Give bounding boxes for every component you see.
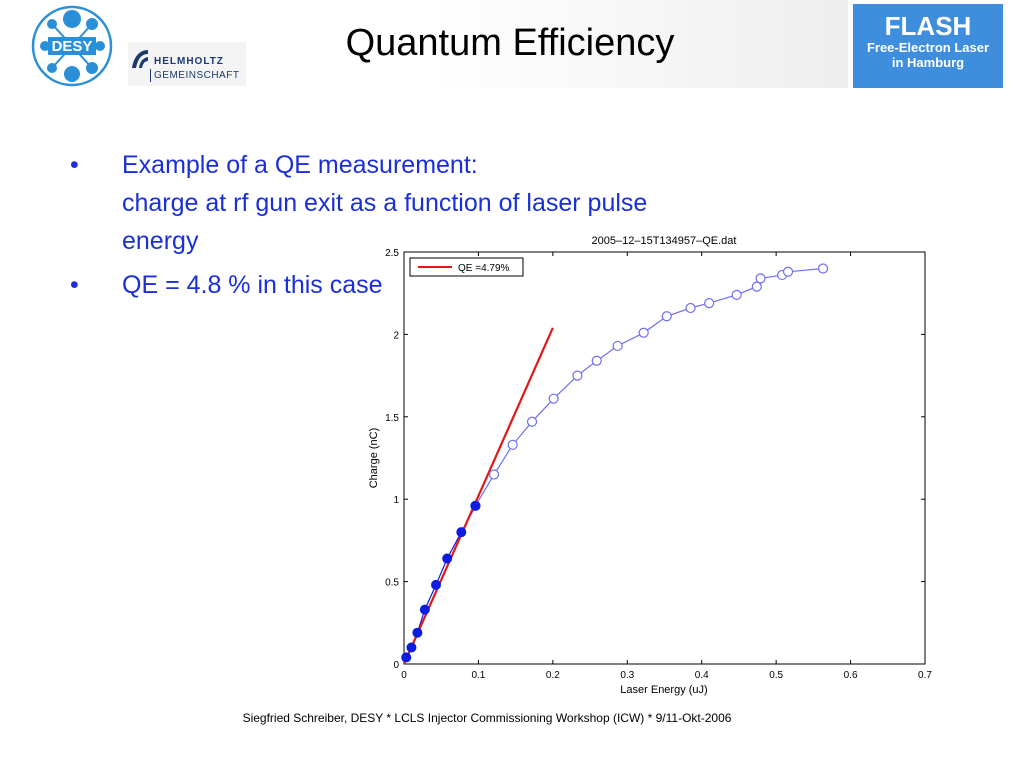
fit-line xyxy=(402,327,554,665)
bullet-item: • Example of a QE measurement: charge at… xyxy=(70,146,870,260)
y-tick-label: 2 xyxy=(393,330,399,341)
footer: Siegfried Schreiber, DESY * LCLS Injecto… xyxy=(0,711,1024,725)
open-data-point xyxy=(470,500,481,511)
filled-data-point xyxy=(431,579,442,590)
open-data-point xyxy=(526,416,538,427)
helmholtz-line1: HELMHOLTZ xyxy=(154,56,224,67)
x-axis-label: Laser Energy (uJ) xyxy=(620,684,707,696)
bullet-line: QE = 4.8 % in this case xyxy=(122,271,383,299)
x-tick-label: 0.4 xyxy=(695,670,709,681)
footer-text: Siegfried Schreiber, DESY * LCLS Injecto… xyxy=(242,711,732,725)
x-tick-label: 0.1 xyxy=(471,670,485,681)
bullet-marker: • xyxy=(70,151,79,179)
x-tick-label: 0.6 xyxy=(844,670,858,681)
bullet-line: Example of a QE measurement: xyxy=(122,151,478,179)
helmholtz-mark-icon xyxy=(132,50,148,68)
helmholtz-line2: GEMEINSCHAFT xyxy=(154,70,240,81)
bullet-line: energy xyxy=(122,227,199,255)
open-data-point xyxy=(572,370,583,381)
filled-series-line xyxy=(405,505,477,658)
open-data-point xyxy=(591,355,602,366)
bullet-marker: • xyxy=(70,271,79,299)
bullet-item: • QE = 4.8 % in this case xyxy=(70,266,870,304)
filled-data-point xyxy=(470,500,481,511)
x-tick-label: 0 xyxy=(401,670,407,681)
open-data-point xyxy=(507,439,518,450)
helmholtz-logo xyxy=(128,42,246,86)
filled-data-point xyxy=(442,553,453,564)
x-tick-label: 0.2 xyxy=(546,670,560,681)
open-data-point xyxy=(548,393,559,404)
data-series xyxy=(401,263,829,665)
y-axis-label: Charge (nC) xyxy=(368,428,380,489)
x-tick-label: 0.3 xyxy=(620,670,634,681)
open-data-point xyxy=(661,311,672,322)
plot-area xyxy=(403,251,926,665)
y-tick-label: 1.5 xyxy=(385,413,399,424)
x-tick-label: 0.5 xyxy=(769,670,783,681)
filled-data-point xyxy=(419,604,430,615)
filled-data-point xyxy=(401,652,412,663)
page-title: Quantum Efficiency xyxy=(345,22,675,64)
y-tick-label: 0.5 xyxy=(385,578,399,589)
filled-data-point xyxy=(456,527,467,538)
x-tick-label: 0.7 xyxy=(918,670,932,681)
axis-ticks: 0 0.1 0.2 0.3 0.4 0.5 0.6 0.700.511.522.5 xyxy=(385,248,932,681)
title-band xyxy=(250,0,848,88)
filled-data-point xyxy=(412,627,423,638)
open-data-point xyxy=(488,469,500,480)
y-tick-label: 0 xyxy=(393,660,399,671)
y-tick-label: 1 xyxy=(393,495,399,506)
bullet-list: • Example of a QE measurement: charge at… xyxy=(70,146,870,310)
flash-logo: FLASH Free-Electron Laser in Hamburg xyxy=(853,4,1003,88)
open-data-point xyxy=(612,340,623,352)
flash-subtitle-line2: in Hamburg xyxy=(891,55,965,70)
open-data-point xyxy=(638,327,649,338)
helmholtz-divider xyxy=(150,69,151,82)
flash-title: FLASH xyxy=(884,11,972,41)
desy-logo: DESY xyxy=(31,5,113,87)
filled-data-point xyxy=(406,642,417,653)
flash-subtitle-line1: Free-Electron Laser xyxy=(866,40,990,55)
desy-label: DESY xyxy=(52,38,93,55)
bullet-line: charge at rf gun exit as a function of l… xyxy=(122,189,648,217)
